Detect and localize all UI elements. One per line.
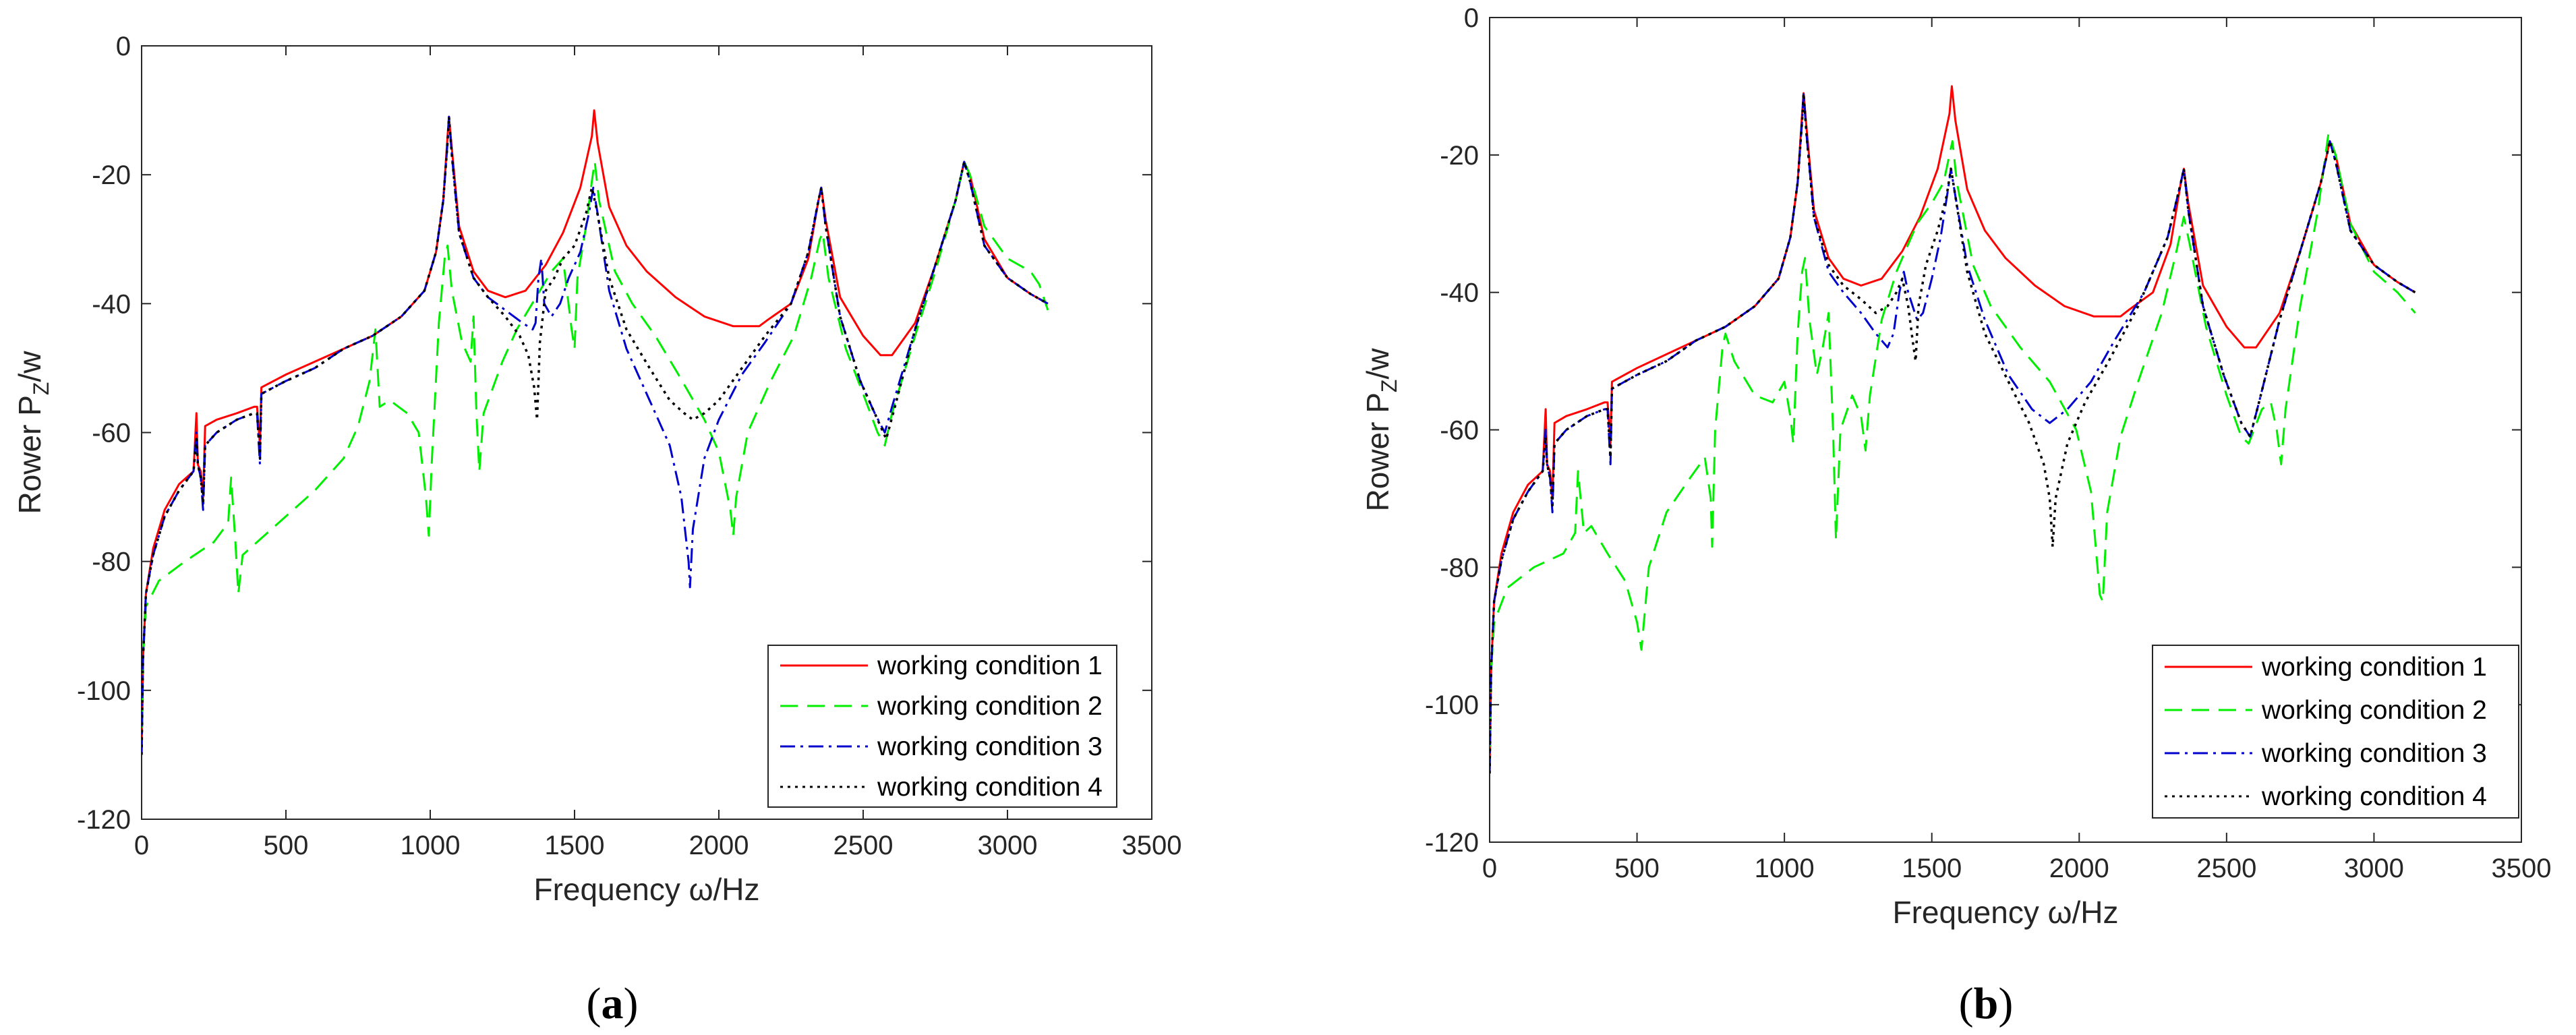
y-axis-label-main: Rower P — [12, 395, 47, 514]
y-tick-label: -60 — [92, 419, 131, 448]
legend-label-condition-3: working condition 3 — [877, 732, 1103, 761]
x-tick-label: 500 — [1614, 854, 1660, 883]
y-axis-label-tail: /w — [1360, 348, 1395, 380]
series-group — [1490, 85, 2416, 774]
series-group — [142, 109, 1049, 755]
y-axis-label: Rower PZ/w — [1360, 348, 1401, 512]
chart-panel-a: 0 500 1000 1500 2000 2500 3000 3500 0 -20 -40 -60 -8… — [12, 32, 1181, 1028]
y-tick-label: -100 — [77, 676, 131, 706]
y-tick-label: -40 — [1440, 278, 1479, 308]
x-tick-label: 3500 — [1122, 831, 1182, 860]
legend-label-condition-4: working condition 4 — [877, 773, 1103, 802]
y-tick-label: -80 — [1440, 553, 1479, 583]
x-axis-label: Frequency ω/Hz — [533, 872, 759, 907]
y-tick-label: -100 — [1425, 690, 1479, 720]
panel-label-open: ( — [1959, 979, 1974, 1028]
y-tick-label: -20 — [1440, 141, 1479, 171]
y-axis-label-main: Rower P — [1360, 392, 1395, 511]
panel-label-close: ) — [1998, 979, 2013, 1028]
x-axis-label: Frequency ω/Hz — [1892, 895, 2118, 930]
legend-label-condition-4: working condition 4 — [2261, 782, 2487, 811]
x-tick-label: 2500 — [833, 831, 894, 860]
x-tick-label: 1500 — [545, 831, 605, 860]
panel-label-close: ) — [624, 979, 639, 1028]
y-tick-label: -120 — [1425, 828, 1479, 858]
series-line-condition-3 — [1490, 92, 2416, 774]
legend-label-condition-2: working condition 2 — [877, 692, 1103, 721]
y-tick-label: -40 — [92, 289, 131, 319]
x-tick-label: 3000 — [978, 831, 1038, 860]
y-tick-label: 0 — [1464, 3, 1479, 33]
x-tick-label: 0 — [1482, 854, 1497, 883]
x-tick-label: 500 — [264, 831, 309, 860]
x-tick-label: 3500 — [2492, 854, 2552, 883]
series-line-condition-1 — [142, 109, 1049, 755]
y-tick-label: 0 — [116, 32, 131, 61]
y-axis-label-subscript: Z — [1377, 380, 1401, 393]
legend-box — [2152, 645, 2519, 819]
panel-label: (a) — [587, 979, 639, 1028]
x-tick-label: 1000 — [401, 831, 461, 860]
y-axis-label: Rower PZ/w — [12, 351, 53, 514]
y-tick-label: -20 — [92, 160, 131, 190]
chart-panel-b: 0 500 1000 1500 2000 2500 3000 3500 0 -20 -40 -60 -8… — [1360, 3, 2551, 1028]
panel-label: (b) — [1959, 979, 2014, 1028]
series-line-condition-1 — [1490, 85, 2416, 774]
x-tick-label: 3000 — [2344, 854, 2404, 883]
x-tick-label: 1500 — [1902, 854, 1962, 883]
y-axis-label-subscript: Z — [29, 382, 53, 396]
panel-label-open: ( — [587, 979, 602, 1028]
x-tick-label: 0 — [134, 831, 149, 860]
x-tick-label: 2000 — [2049, 854, 2109, 883]
y-tick-label: -80 — [92, 548, 131, 577]
x-tick-label: 2500 — [2196, 854, 2256, 883]
legend-label-condition-1: working condition 1 — [877, 651, 1103, 680]
legend-box — [767, 645, 1117, 808]
legend-label-condition-1: working condition 1 — [2261, 653, 2487, 682]
y-tick-label: -120 — [77, 805, 131, 835]
panel-label-letter: b — [1974, 979, 1999, 1028]
series-line-condition-2 — [1490, 133, 2416, 774]
x-tick-label: 1000 — [1755, 854, 1815, 883]
panel-label-letter: a — [602, 979, 624, 1028]
y-tick-label: -60 — [1440, 416, 1479, 446]
y-axis-label-tail: /w — [12, 351, 47, 382]
x-tick-label: 2000 — [689, 831, 749, 860]
legend-label-condition-3: working condition 3 — [2261, 739, 2487, 768]
legend-label-condition-2: working condition 2 — [2261, 696, 2487, 725]
